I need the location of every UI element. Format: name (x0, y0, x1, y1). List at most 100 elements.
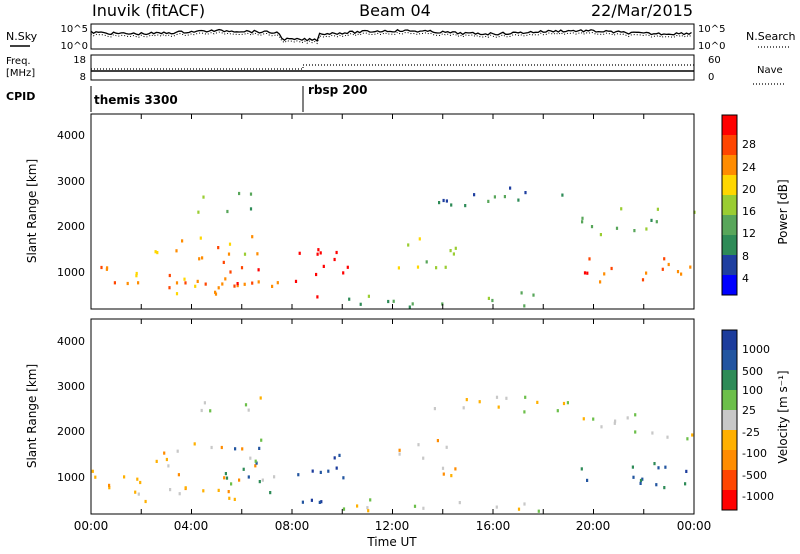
velocity-cell (165, 457, 168, 462)
nave-tick-bottom: 0 (708, 72, 714, 83)
velocity-cell (566, 401, 569, 405)
freq-panel-frame (90, 54, 695, 81)
power-cell (106, 266, 109, 270)
power-cell (251, 281, 254, 285)
power-cell (503, 195, 506, 199)
power-cell (532, 293, 535, 297)
velocity-cell (200, 408, 203, 413)
power-cell (487, 296, 490, 300)
power-cell (243, 252, 247, 256)
power-cell (335, 250, 338, 255)
power-cell (418, 237, 421, 241)
power-cell (100, 265, 103, 270)
power-cell (438, 201, 441, 205)
power-colorbar-swatch (722, 155, 737, 176)
velocity-cell (422, 506, 425, 510)
xtick-2000: 20:00 (576, 519, 611, 533)
velocity-cell (653, 462, 656, 466)
power-ylabel: Slant Range [km] (25, 159, 39, 263)
velocity-cell (639, 481, 642, 485)
power-cell (517, 198, 520, 202)
velocity-cell (301, 500, 304, 504)
velocity-heatmap (91, 395, 694, 513)
power-colorbar-swatch (722, 195, 737, 216)
vel-colorbar-swatch (722, 410, 737, 431)
velocity-cell (108, 483, 111, 487)
power-cell (392, 299, 395, 303)
power-cell (610, 266, 613, 271)
power-cell (408, 305, 411, 309)
velocity-cell (634, 413, 637, 417)
power-cell (581, 220, 584, 224)
velocity-cell (242, 467, 245, 471)
nsky-tick-bottom: 10^0 (61, 41, 88, 52)
power-cell (217, 286, 220, 290)
velocity-cell (478, 400, 481, 404)
power-cell (204, 282, 207, 286)
velocity-cell (169, 488, 172, 492)
power-cell (599, 280, 602, 284)
velocity-cell (184, 486, 187, 490)
power-cell (588, 257, 591, 261)
power-cell (243, 282, 246, 286)
beam-title: Beam 04 (359, 1, 431, 20)
velocity-cell (580, 467, 583, 471)
xtick-1600: 16:00 (476, 519, 511, 533)
velocity-cell (335, 466, 338, 470)
velocity-cell (366, 506, 369, 510)
velocity-cell (310, 498, 313, 502)
power-cell (251, 235, 254, 239)
velocity-cell (367, 509, 370, 513)
velocity-cell (626, 416, 629, 420)
velocity-cell (247, 475, 250, 479)
power-cell (342, 271, 345, 275)
velocity-cell (666, 435, 669, 439)
nsky-panel-frame (90, 23, 695, 50)
power-cell (523, 304, 526, 308)
velocity-cell (586, 478, 589, 482)
velocity-cell (422, 456, 425, 460)
power-cell (236, 284, 239, 288)
vel-colorbar-frame (721, 329, 738, 511)
velocity-cell (537, 509, 540, 513)
velocity-cell (176, 449, 179, 453)
power-colorbar-swatch (722, 135, 737, 156)
power-cell (689, 265, 692, 269)
power-cell (168, 286, 171, 290)
vel-colorbar-swatch (722, 390, 737, 411)
nave-tick-top: 60 (708, 55, 721, 66)
velocity-ylabel: Slant Range [km] (25, 364, 39, 468)
velocity-cell (413, 504, 417, 508)
velocity-cell (261, 478, 264, 482)
power-cell (315, 272, 318, 277)
velocity-cell (108, 486, 111, 490)
power-cell (175, 249, 178, 253)
power-cell (407, 243, 410, 247)
power-ytick-1000: 1000 (57, 266, 85, 279)
velocity-cell (454, 467, 457, 471)
power-cell (449, 249, 452, 253)
velocity-colorbar (721, 329, 738, 511)
power-cell (397, 266, 400, 270)
velocity-cell (614, 419, 617, 423)
cpid-segment-rbsp: rbsp 200 (308, 83, 367, 97)
velocity-cell (241, 447, 244, 451)
velocity-cell (562, 401, 566, 406)
velocity-cell (651, 431, 654, 435)
power-cell (126, 281, 129, 286)
power-cell (257, 268, 260, 272)
power-cell (473, 193, 476, 197)
velocity-cell (254, 464, 257, 468)
power-colorbar-swatch (722, 215, 737, 236)
velocity-cell (139, 480, 142, 485)
power-heatmap (100, 186, 696, 309)
power-cell (520, 291, 523, 295)
vel-cbar-minus500: -500 (742, 469, 767, 482)
freq-unit-label: [MHz] (6, 68, 35, 79)
velocity-cell (664, 465, 667, 469)
power-colorbar-swatch (722, 235, 737, 256)
velocity-cell (417, 443, 420, 447)
xtick-0400: 04:00 (174, 519, 209, 533)
x-axis-label: Time UT (366, 535, 417, 549)
power-cell (346, 265, 349, 269)
